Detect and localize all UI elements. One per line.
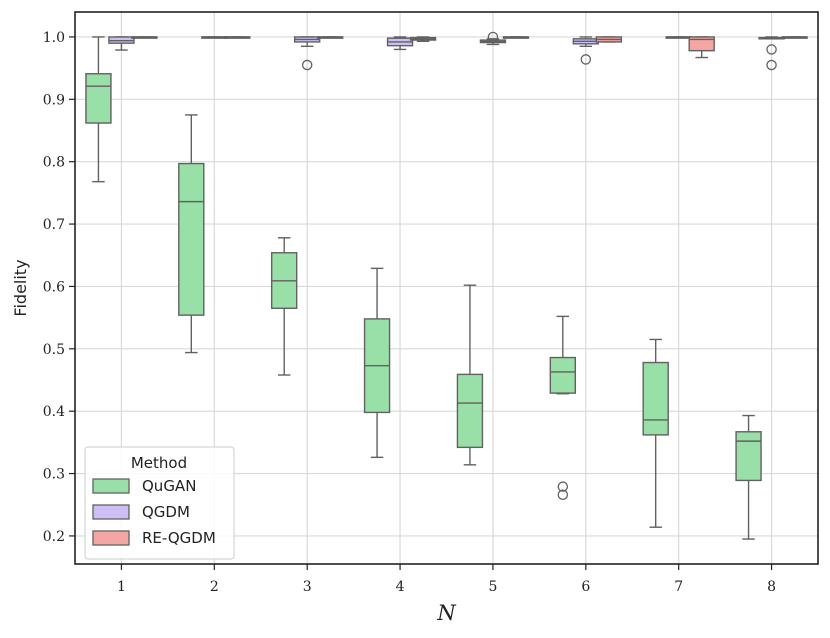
x-tick-label: 8: [767, 579, 776, 595]
box-7: [688, 36, 715, 59]
series-qgdm: [108, 31, 785, 71]
x-tick-label: 3: [303, 579, 312, 595]
box-iqr: [642, 361, 669, 436]
box-iqr: [549, 356, 577, 394]
legend-label: QuGAN: [142, 477, 196, 495]
outlier-point: [301, 59, 313, 71]
legend: Method QuGAN QGDM RE-QGDM: [84, 446, 235, 560]
box-7: [642, 338, 669, 528]
outlier-point: [580, 54, 592, 65]
box-2: [201, 36, 228, 39]
box-3: [293, 36, 321, 71]
y-tick-label: 0.3: [43, 467, 65, 483]
y-tick-label: 0.9: [43, 92, 65, 108]
outlier-point: [766, 59, 777, 71]
x-tick-label: 7: [674, 579, 683, 595]
legend-label: QGDM: [142, 503, 190, 521]
y-axis-title: Fidelity: [11, 259, 30, 316]
box-iqr: [735, 431, 762, 482]
legend-label: RE-QGDM: [142, 529, 216, 547]
tick-layer: 0.2 0.3 0.4 0.5 0.6 0.7 0.8 0.9 1.0 1 2 3 4 5 6 7 8: [43, 30, 776, 595]
box-iqr: [688, 36, 715, 52]
x-tick-label: 5: [488, 579, 497, 595]
box-6: [549, 315, 577, 501]
y-tick-label: 0.4: [43, 404, 65, 420]
box-7: [665, 36, 692, 39]
legend-swatch: [92, 478, 130, 494]
x-axis-title: N: [436, 601, 456, 625]
plot-frame: [74, 11, 819, 565]
box-layer: [85, 31, 808, 540]
y-tick-label: 0.6: [43, 279, 65, 295]
box-5: [456, 284, 484, 466]
outlier-point: [766, 44, 777, 55]
x-tick-label: 6: [581, 579, 590, 595]
x-tick-label: 1: [117, 579, 126, 595]
box-3: [270, 237, 298, 376]
outlier-point: [557, 481, 569, 492]
legend-items: QuGAN QGDM RE-QGDM: [92, 477, 216, 547]
box-4: [409, 36, 437, 43]
series-qugan: [85, 36, 762, 540]
series-re-qgdm: [131, 36, 808, 59]
box-5: [479, 31, 507, 46]
y-tick-label: 1.0: [43, 30, 65, 46]
legend-item: RE-QGDM: [92, 529, 216, 547]
box-1: [131, 36, 158, 39]
box-2: [178, 114, 205, 354]
legend-title: Method: [131, 454, 187, 472]
box-6: [572, 36, 600, 65]
box-1: [85, 36, 112, 183]
legend-swatch: [92, 530, 130, 546]
y-tick-label: 0.5: [43, 342, 65, 358]
box-6: [595, 36, 623, 43]
y-tick-label: 0.8: [43, 155, 65, 171]
box-8: [735, 414, 762, 540]
legend-item: QuGAN: [92, 477, 196, 495]
box-4: [386, 36, 414, 51]
box-2: [224, 36, 251, 39]
box-4: [363, 267, 391, 459]
box-3: [316, 36, 344, 39]
y-tick-label: 0.7: [43, 217, 65, 233]
legend-swatch: [92, 504, 130, 520]
outlier-point: [557, 489, 569, 501]
box-iqr: [456, 373, 484, 449]
box-5: [502, 36, 530, 39]
outlier-point: [487, 31, 499, 43]
y-tick-label: 0.2: [43, 529, 65, 545]
box-iqr: [85, 73, 112, 124]
box-1: [108, 36, 135, 51]
x-tick-label: 2: [210, 579, 219, 595]
box-8: [758, 36, 785, 71]
box-iqr: [178, 162, 205, 316]
x-tick-label: 4: [396, 579, 405, 595]
box-8: [781, 36, 808, 39]
legend-item: QGDM: [92, 503, 190, 521]
